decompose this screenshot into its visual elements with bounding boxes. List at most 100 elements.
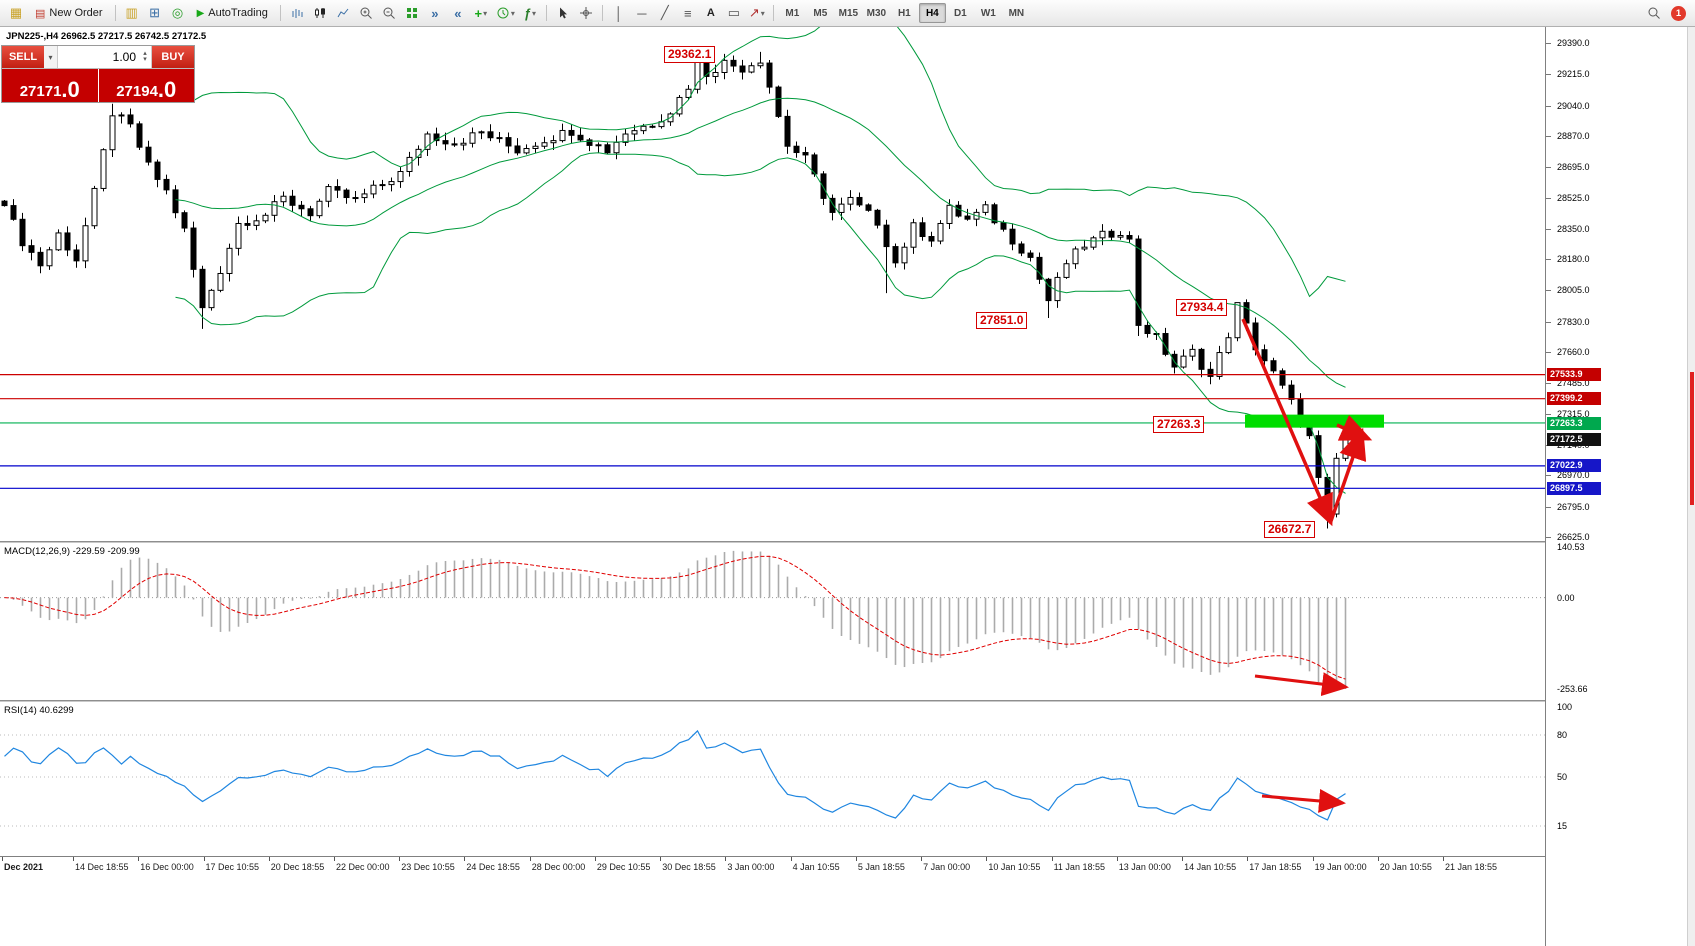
- volume-increase-button[interactable]: ▴: [143, 50, 147, 57]
- price-tick-label: 28525.0: [1557, 192, 1590, 203]
- price-tick-label: 26625.0: [1557, 532, 1590, 542]
- candlestick-chart-icon[interactable]: [309, 3, 331, 23]
- timeframe-button-m5[interactable]: M5: [813, 7, 828, 19]
- rsi-scale-label: 15: [1557, 821, 1568, 831]
- timeframe-button-w1[interactable]: W1: [980, 7, 996, 19]
- time-tick-mark: [529, 857, 531, 861]
- time-label: 22 Dec 00:00: [336, 862, 390, 872]
- timeframe-button-mn[interactable]: MN: [1008, 7, 1025, 19]
- time-label: 21 Jan 18:55: [1445, 862, 1498, 872]
- text-tool-icon[interactable]: A: [706, 7, 715, 19]
- time-label: 19 Jan 00:00: [1314, 862, 1367, 872]
- rsi-scale-label: 100: [1557, 702, 1573, 712]
- new-chart-icon[interactable]: + ▾: [470, 3, 492, 23]
- auto-scroll-icon[interactable]: »: [431, 5, 439, 21]
- price-callout[interactable]: 27934.4: [1176, 299, 1228, 316]
- volume-field[interactable]: 1.00 ▴ ▾: [58, 46, 152, 68]
- time-tick-mark: [399, 857, 401, 861]
- price-tick-mark: [1546, 537, 1551, 538]
- chart-shift-icon[interactable]: «: [454, 5, 462, 21]
- rsi-indicator-panel[interactable]: [0, 702, 1545, 856]
- time-tick-mark: [203, 857, 205, 861]
- toolbar-separator: [279, 5, 281, 21]
- sell-price-pips: .0: [61, 77, 80, 102]
- price-tick-label: 28695.0: [1557, 162, 1590, 173]
- scrollbar-marker[interactable]: [1690, 372, 1694, 505]
- price-tick-mark: [1546, 321, 1551, 323]
- indicators-icon[interactable]: ƒ ▾: [519, 3, 541, 23]
- tile-windows-icon[interactable]: [401, 3, 423, 23]
- buy-price[interactable]: 27194.0: [98, 69, 194, 102]
- data-window-icon[interactable]: ⊞: [149, 5, 161, 20]
- bar-chart-icon[interactable]: [286, 3, 308, 23]
- time-label: 14 Jan 10:55: [1184, 862, 1237, 872]
- line-chart-icon[interactable]: [332, 3, 354, 23]
- timeframe-button-m15[interactable]: M15: [838, 7, 859, 19]
- time-axis[interactable]: Dec 2021 14 Dec 18:55 16 Dec 00:00 17 Dec 1…: [0, 857, 1545, 946]
- new-chart-window-icon[interactable]: ▦: [9, 5, 23, 20]
- timeframe-button-m1[interactable]: M1: [785, 7, 800, 19]
- toolbar-separator: [114, 5, 116, 21]
- timeframe-button-h1[interactable]: H1: [897, 7, 911, 19]
- price-callout[interactable]: 26672.7: [1264, 521, 1316, 538]
- time-tick-mark: [1443, 857, 1444, 861]
- right-scrollbar[interactable]: [1687, 27, 1695, 946]
- sell-button[interactable]: SELL: [2, 46, 44, 68]
- main-price-chart[interactable]: [0, 27, 1545, 541]
- time-tick-mark: [921, 857, 923, 861]
- price-scale[interactable]: 29390.0 29215.0 29040.0 28870.0 28695.0 28525…: [1545, 27, 1687, 946]
- autotrading-play-icon: ▶: [196, 7, 205, 19]
- chevron-down-icon: ▾: [510, 8, 515, 18]
- time-tick-mark: [725, 857, 727, 861]
- time-label: 7 Jan 00:00: [923, 862, 971, 872]
- search-icon[interactable]: [1643, 3, 1665, 23]
- price-tick-label: 29215.0: [1557, 69, 1590, 80]
- navigator-icon[interactable]: ◎: [171, 5, 184, 20]
- price-tick-mark: [1546, 197, 1551, 199]
- crosshair-icon[interactable]: [575, 3, 597, 23]
- zoom-in-icon[interactable]: [355, 3, 377, 23]
- time-tick-mark: [1182, 857, 1184, 861]
- time-tick-mark: [1312, 857, 1314, 861]
- text-label-tool-icon[interactable]: ▭: [727, 5, 740, 20]
- price-tick-mark: [1546, 228, 1551, 230]
- price-callout[interactable]: 27851.0: [976, 312, 1028, 329]
- new-order-button[interactable]: ▤ New Order: [28, 3, 110, 23]
- trendline-tool-icon[interactable]: ╱: [660, 5, 669, 20]
- trade-options-dropdown[interactable]: ▾: [44, 46, 58, 68]
- arrows-tool-icon[interactable]: ↗ ▾: [746, 3, 768, 23]
- timeframe-button-m30[interactable]: M30: [866, 7, 887, 19]
- buy-button[interactable]: BUY: [152, 46, 194, 68]
- time-label: 4 Jan 10:55: [792, 862, 840, 872]
- price-callout[interactable]: 29362.1: [664, 46, 716, 63]
- time-tick-mark: [1247, 857, 1249, 861]
- horizontal-line-tool-icon[interactable]: ─: [637, 5, 647, 21]
- periods-icon[interactable]: ▾: [493, 3, 518, 23]
- market-watch-icon[interactable]: ▥: [125, 5, 138, 20]
- autotrading-button[interactable]: ▶ AutoTrading: [190, 3, 275, 23]
- new-order-icon: ▤: [35, 7, 46, 20]
- vertical-line-tool-icon[interactable]: │: [614, 5, 623, 21]
- timeframe-button-h4[interactable]: H4: [918, 3, 946, 23]
- price-tick-label: 27660.0: [1557, 347, 1590, 358]
- price-callout[interactable]: 27263.3: [1153, 416, 1205, 433]
- panel-separator[interactable]: [0, 700, 1695, 702]
- volume-decrease-button[interactable]: ▾: [143, 56, 147, 63]
- price-tick-label: 29040.0: [1557, 100, 1590, 111]
- notification-badge[interactable]: 1: [1671, 5, 1686, 21]
- sell-price[interactable]: 27171.0: [2, 69, 99, 102]
- zoom-out-icon[interactable]: [378, 3, 400, 23]
- price-tick-mark: [1546, 290, 1551, 292]
- time-tick-mark: [986, 857, 988, 861]
- time-label: 5 Jan 18:55: [857, 862, 905, 872]
- price-tick-mark: [1546, 167, 1551, 169]
- macd-scale-label: -253.66: [1557, 684, 1588, 694]
- panel-separator[interactable]: [0, 541, 1695, 543]
- time-tick-mark: [464, 857, 466, 861]
- time-tick-mark: [2, 857, 3, 861]
- cursor-icon[interactable]: [552, 3, 574, 23]
- buy-price-pips: .0: [157, 77, 177, 102]
- macd-indicator-panel[interactable]: [0, 543, 1545, 700]
- fibonacci-tool-icon[interactable]: ≡: [684, 5, 692, 21]
- timeframe-button-d1[interactable]: D1: [953, 7, 967, 19]
